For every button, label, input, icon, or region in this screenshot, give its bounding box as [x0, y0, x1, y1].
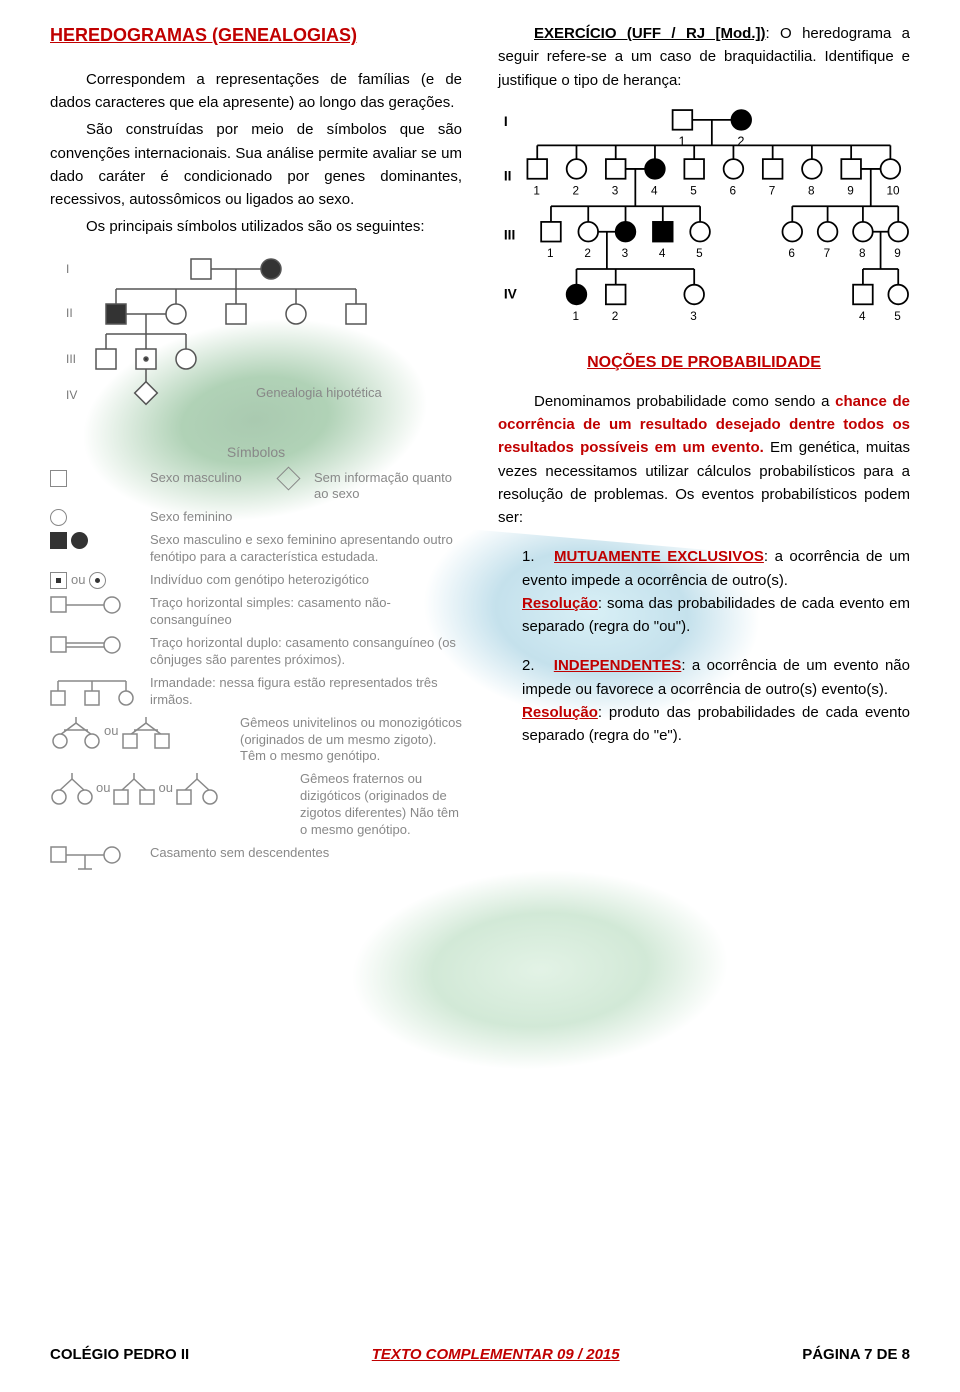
affected-male-icon	[50, 532, 67, 549]
no-desc-icon	[50, 845, 122, 873]
roman-4: IV	[66, 388, 77, 402]
hetero-female-icon	[89, 572, 106, 589]
siblings-icon	[50, 675, 134, 709]
legend-row: Irmandade: nessa figura estão representa…	[50, 675, 462, 709]
double-line-icon	[50, 635, 122, 655]
svg-text:7: 7	[824, 247, 831, 260]
legend-di-twins: Gêmeos fraternos ou dizigóticos (origina…	[300, 771, 462, 839]
footer-left: COLÉGIO PEDRO II	[50, 1343, 189, 1366]
page-footer: COLÉGIO PEDRO II TEXTO COMPLEMENTAR 09 /…	[50, 1343, 910, 1366]
svg-text:II: II	[504, 168, 512, 183]
legend-row: ou ou Gêmeos fraternos ou dizigóticos (o…	[50, 771, 462, 839]
legend-row: Sexo masculino Sem informação quanto ao …	[50, 470, 462, 504]
svg-text:2: 2	[573, 184, 580, 197]
svg-text:5: 5	[690, 184, 697, 197]
exercise-label: EXERCÍCIO (UFF / RJ [Mod.])	[534, 25, 765, 42]
male-square-icon	[50, 470, 67, 487]
intro-p3: Os principais símbolos utilizados são os…	[50, 215, 462, 238]
svg-text:III: III	[504, 227, 515, 242]
svg-text:5: 5	[696, 247, 703, 260]
svg-text:2: 2	[612, 310, 619, 323]
svg-text:1: 1	[573, 310, 580, 323]
roman-1: I	[66, 262, 69, 276]
legend-siblings: Irmandade: nessa figura estão representa…	[150, 675, 462, 709]
legend-mono-twins: Gêmeos univitelinos ou monozigóticos (or…	[240, 715, 462, 766]
hetero-male-icon	[50, 572, 67, 589]
probability-intro: Denominamos probabilidade como sendo a c…	[498, 390, 910, 530]
di-twins-icon-1	[50, 771, 94, 805]
legend-row: ou Indivíduo com genótipo heterozigótico	[50, 572, 462, 589]
probability-title: NOÇÕES DE PROBABILIDADE	[498, 351, 910, 376]
svg-text:9: 9	[847, 184, 854, 197]
svg-text:I: I	[504, 114, 508, 129]
legend-hetero: Indivíduo com genótipo heterozigótico	[150, 572, 462, 589]
list-item-2: 2. INDEPENDENTES: a ocorrência de um eve…	[498, 654, 910, 747]
svg-text:1: 1	[533, 184, 540, 197]
legend-unknown: Sem informação quanto ao sexo	[314, 470, 462, 504]
svg-text:1: 1	[678, 133, 685, 148]
unknown-sex-icon	[276, 466, 300, 490]
two-column-layout: HEREDOGRAMAS (GENEALOGIAS) Correspondem …	[50, 22, 910, 879]
legend-affected: Sexo masculino e sexo feminino apresenta…	[150, 532, 462, 566]
svg-text:5: 5	[894, 310, 901, 323]
legend-male: Sexo masculino	[150, 470, 270, 487]
svg-text:4: 4	[859, 310, 866, 323]
di-twins-icon-2	[112, 771, 156, 805]
svg-text:4: 4	[651, 184, 658, 197]
footer-right: PÁGINA 7 DE 8	[802, 1343, 910, 1366]
gen-hipotetica-label: Genealogia hipotética	[256, 385, 383, 400]
mono-twins-icon-2	[120, 715, 172, 749]
mutually-exclusive-keyword: MUTUAMENTE EXCLUSIVOS	[554, 548, 764, 565]
legend-row: Sexo feminino	[50, 509, 462, 526]
svg-text:2: 2	[584, 247, 591, 260]
legend-single-line: Traço horizontal simples: casamento não-…	[150, 595, 462, 629]
resolution-keyword-2: Resolução	[522, 704, 598, 721]
legend-row: Sexo masculino e sexo feminino apresenta…	[50, 532, 462, 566]
resolution-keyword-1: Resolução	[522, 595, 598, 612]
svg-text:8: 8	[808, 184, 815, 197]
footer-mid: TEXTO COMPLEMENTAR 09 / 2015	[372, 1343, 620, 1366]
exercise-pedigree-diagram: 12345678910 123456789 12345 I II III IV …	[498, 102, 910, 332]
right-column: EXERCÍCIO (UFF / RJ [Mod.]): O heredogra…	[498, 22, 910, 879]
svg-text:3: 3	[622, 247, 629, 260]
legend-row: Casamento sem descendentes	[50, 845, 462, 873]
page-title: HEREDOGRAMAS (GENEALOGIAS)	[50, 22, 462, 50]
svg-text:9: 9	[894, 247, 901, 260]
svg-text:2: 2	[737, 133, 744, 148]
legend-double-line: Traço horizontal duplo: casamento consan…	[150, 635, 462, 669]
independent-keyword: INDEPENDENTES	[554, 657, 682, 674]
svg-text:1: 1	[547, 247, 554, 260]
svg-text:7: 7	[769, 184, 776, 197]
roman-3: III	[66, 352, 76, 366]
genealogy-example-diagram: I II III IV Genealogia hipotética	[50, 249, 462, 419]
legend-female: Sexo feminino	[150, 509, 462, 526]
legend-row: ou Gêmeos univitelinos ou monozigóticos …	[50, 715, 462, 766]
mono-twins-icon-1	[50, 715, 102, 749]
intro-p1: Correspondem a representações de família…	[50, 68, 462, 115]
svg-text:10: 10	[886, 184, 900, 197]
female-circle-icon	[50, 509, 67, 526]
exercise-paragraph: EXERCÍCIO (UFF / RJ [Mod.]): O heredogra…	[498, 22, 910, 92]
roman-2: II	[66, 306, 73, 320]
list-item-1: 1. MUTUAMENTE EXCLUSIVOS: a ocorrência d…	[498, 545, 910, 638]
single-line-icon	[50, 595, 122, 615]
svg-text:6: 6	[730, 184, 737, 197]
svg-text:3: 3	[690, 310, 697, 323]
legend-row: Traço horizontal duplo: casamento consan…	[50, 635, 462, 669]
svg-text:IV: IV	[504, 286, 518, 301]
svg-text:4: 4	[659, 247, 666, 260]
di-twins-icon-3	[175, 771, 219, 805]
symbols-heading: Símbolos	[50, 442, 462, 464]
svg-text:8: 8	[859, 247, 866, 260]
intro-p2: São construídas por meio de símbolos que…	[50, 118, 462, 211]
legend-no-desc: Casamento sem descendentes	[150, 845, 462, 862]
left-column: HEREDOGRAMAS (GENEALOGIAS) Correspondem …	[50, 22, 462, 879]
affected-female-icon	[71, 532, 88, 549]
svg-text:6: 6	[788, 247, 795, 260]
legend-row: Traço horizontal simples: casamento não-…	[50, 595, 462, 629]
svg-text:3: 3	[612, 184, 619, 197]
